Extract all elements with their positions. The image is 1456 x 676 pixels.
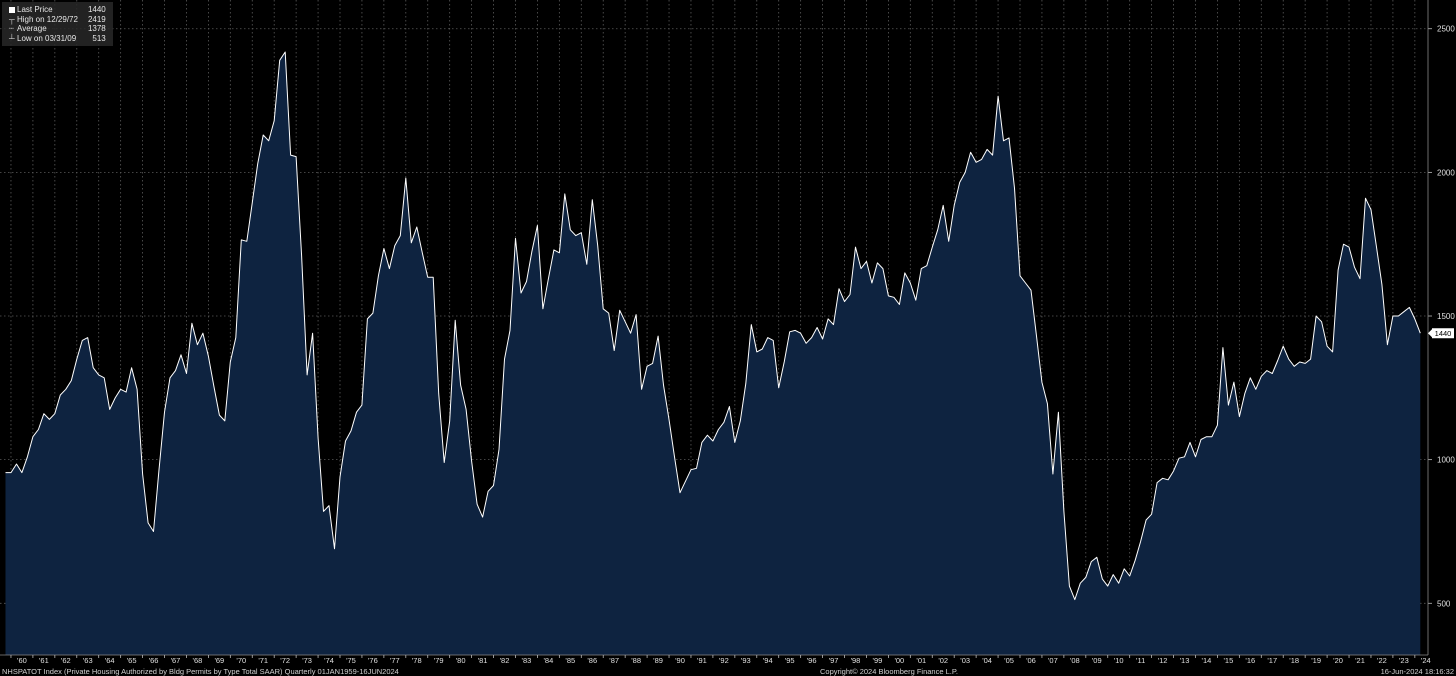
last-price-value: 1440 (1435, 329, 1452, 338)
x-tick-label: '63 (83, 656, 93, 665)
y-tick-label: 500 (1437, 599, 1451, 608)
x-tick-label: '11 (1136, 656, 1145, 665)
x-tick-label: '07 (1048, 656, 1058, 665)
x-tick-label: '23 (1399, 656, 1409, 665)
x-tick-label: '21 (1355, 656, 1365, 665)
y-tick-label: 1000 (1437, 456, 1455, 465)
x-tick-label: '12 (1158, 656, 1168, 665)
x-tick-label: '85 (565, 656, 575, 665)
last-price-marker: 1440 (1428, 328, 1454, 339)
x-tick-label: '93 (741, 656, 751, 665)
x-tick-label: '20 (1333, 656, 1343, 665)
x-tick-label: '92 (719, 656, 729, 665)
x-tick-label: '78 (412, 656, 422, 665)
x-tick-label: '14 (1202, 656, 1212, 665)
x-tick-label: '65 (127, 656, 137, 665)
x-tick-label: '16 (1245, 656, 1255, 665)
x-tick-label: '71 (258, 656, 268, 665)
x-tick-label: '60 (17, 656, 27, 665)
x-tick-label: '67 (171, 656, 181, 665)
x-tick-label: '91 (697, 656, 707, 665)
x-tick-label: '96 (807, 656, 817, 665)
x-tick-label: '10 (1114, 656, 1124, 665)
timestamp: 16-Jun-2024 18:16:32 (1380, 667, 1454, 676)
x-tick-label: '84 (543, 656, 553, 665)
index-description: NHSPATOT Index (Private Housing Authoriz… (2, 667, 399, 676)
legend-average: ┄ Average 1378 (9, 24, 106, 33)
x-tick-label: '97 (829, 656, 839, 665)
price-area-fill (5, 52, 1421, 655)
legend-box: Last Price 1440 ┬ High on 12/29/72 2419 ┄… (2, 2, 113, 46)
x-tick-label: '77 (390, 656, 400, 665)
last-price-pointer (1428, 329, 1432, 338)
x-tick-label: '04 (982, 656, 992, 665)
square-icon (9, 6, 15, 13)
x-tick-label: '01 (916, 656, 926, 665)
high-marker-icon: ┬ (9, 14, 15, 24)
x-tick-label: '82 (500, 656, 510, 665)
x-tick-label: '64 (105, 656, 115, 665)
average-line-icon: ┄ (9, 24, 14, 33)
y-tick-label: 2500 (1437, 25, 1455, 34)
x-tick-label: '15 (1223, 656, 1233, 665)
x-tick-label: '94 (763, 656, 773, 665)
x-tick-label: '02 (938, 656, 948, 665)
x-tick-label: '88 (631, 656, 641, 665)
x-tick-label: '61 (39, 656, 49, 665)
x-tick-label: '90 (675, 656, 685, 665)
x-tick-label: '86 (587, 656, 597, 665)
x-tick-label: '00 (894, 656, 904, 665)
x-tick-label: '03 (960, 656, 970, 665)
x-tick-label: '87 (609, 656, 619, 665)
x-tick-label: '89 (653, 656, 663, 665)
x-tick-label: '95 (785, 656, 795, 665)
copyright: Copyright© 2024 Bloomberg Finance L.P. (820, 667, 958, 676)
price-line (5, 51, 1421, 601)
chart-grid (0, 0, 1428, 655)
x-tick-label: '80 (456, 656, 466, 665)
x-tick-label: '70 (236, 656, 246, 665)
x-tick-label: '17 (1267, 656, 1277, 665)
x-tick-label: '68 (193, 656, 203, 665)
y-axis: 500 1000 1500 2000 2500 (1427, 0, 1455, 655)
x-tick-label: '75 (346, 656, 356, 665)
legend-high: ┬ High on 12/29/72 2419 (9, 14, 106, 24)
x-tick-label: '08 (1070, 656, 1080, 665)
x-tick-label: '76 (368, 656, 378, 665)
x-tick-label: '18 (1289, 656, 1299, 665)
x-tick-label: '09 (1092, 656, 1102, 665)
x-tick-label: '13 (1180, 656, 1190, 665)
chart-footer: NHSPATOT Index (Private Housing Authoriz… (0, 667, 1456, 676)
x-tick-label: '73 (302, 656, 312, 665)
x-tick-label: '62 (61, 656, 71, 665)
x-tick-label: '83 (522, 656, 532, 665)
x-tick-label: '06 (1026, 656, 1036, 665)
x-tick-label: '66 (149, 656, 159, 665)
x-axis: '60 '61 '62 '63 '64 '65 '66 '67 '68 '69 '70 '71 '72 '… (0, 654, 1431, 665)
low-marker-icon: ┴ (9, 33, 15, 43)
y-tick-label: 1500 (1437, 312, 1455, 321)
x-tick-label: '99 (873, 656, 883, 665)
x-tick-label: '74 (324, 656, 334, 665)
x-tick-label: '81 (478, 656, 488, 665)
last-price-badge (1432, 328, 1454, 339)
legend-last-price: Last Price 1440 (7, 5, 108, 15)
x-tick-label: '05 (1004, 656, 1014, 665)
x-tick-label: '72 (280, 656, 290, 665)
x-tick-label: '24 (1421, 656, 1431, 665)
legend-low: ┴ Low on 03/31/09 513 (9, 33, 106, 43)
x-tick-label: '22 (1377, 656, 1387, 665)
x-tick-label: '19 (1311, 656, 1321, 665)
x-tick-label: '79 (434, 656, 444, 665)
x-tick-label: '69 (214, 656, 224, 665)
x-tick-label: '98 (851, 656, 861, 665)
y-tick-label: 2000 (1437, 168, 1455, 177)
